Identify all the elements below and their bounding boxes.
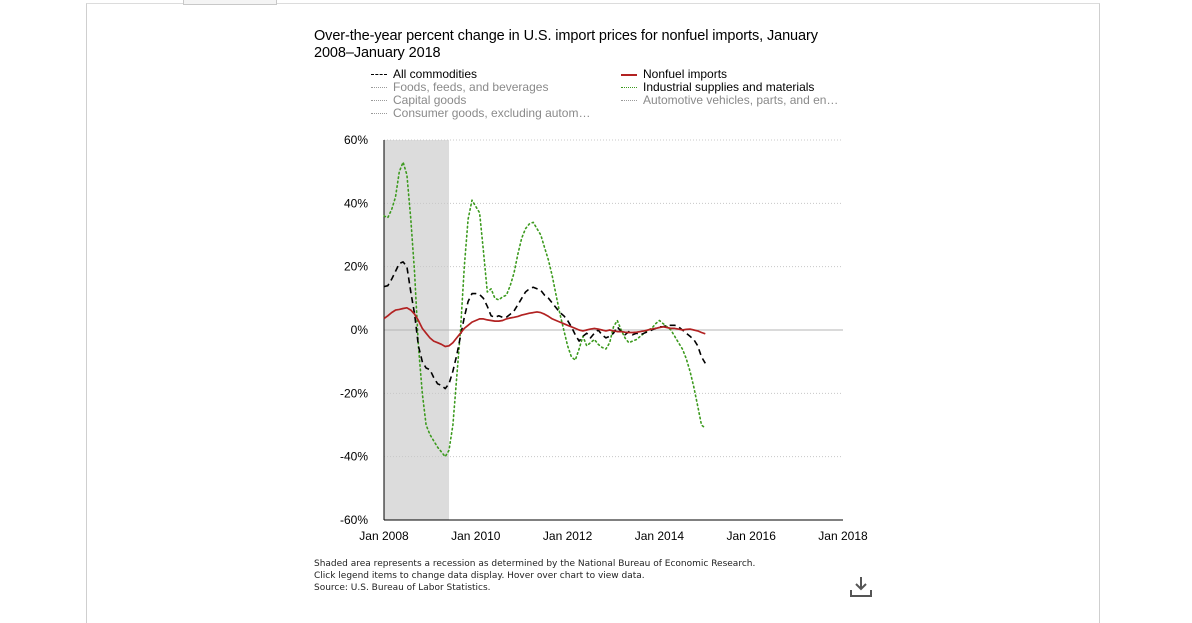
chart-title: Over-the-year percent change in U.S. imp…	[314, 28, 834, 62]
legend-swatch-dotted-gray	[621, 100, 637, 101]
legend-swatch-dashed-black	[371, 74, 387, 75]
download-icon	[850, 577, 872, 597]
chart-title-line-1: Over-the-year percent change in U.S. imp…	[314, 28, 818, 44]
legend-label: Consumer goods, excluding autom…	[393, 106, 591, 120]
source-note: Source: U.S. Bureau of Labor Statistics.	[314, 583, 491, 593]
legend-swatch-solid-red	[621, 74, 637, 76]
legend-swatch-dotted-gray	[371, 87, 387, 88]
download-button[interactable]	[849, 576, 873, 598]
legend-label: Automotive vehicles, parts, and en…	[643, 93, 839, 107]
legend-label: All commodities	[393, 67, 478, 81]
legend-swatch-dotted-green	[621, 87, 637, 88]
chart-notes: Shaded area represents a recession as de…	[314, 558, 755, 594]
legend-label: Foods, feeds, and beverages	[393, 80, 549, 94]
recession-note: Shaded area represents a recession as de…	[314, 559, 756, 569]
legend-swatch-dotted-gray	[371, 100, 387, 101]
legend-label: Nonfuel imports	[643, 67, 728, 81]
interaction-note: Click legend items to change data displa…	[314, 571, 645, 581]
chart-frame	[86, 3, 1100, 623]
legend-swatch-dotted-gray	[371, 113, 387, 114]
tab-strip[interactable]	[183, 0, 277, 5]
legend-label: Capital goods	[393, 93, 467, 107]
chart-title-line-2: 2008–January 2018	[314, 45, 441, 61]
legend-label: Industrial supplies and materials	[643, 80, 815, 94]
